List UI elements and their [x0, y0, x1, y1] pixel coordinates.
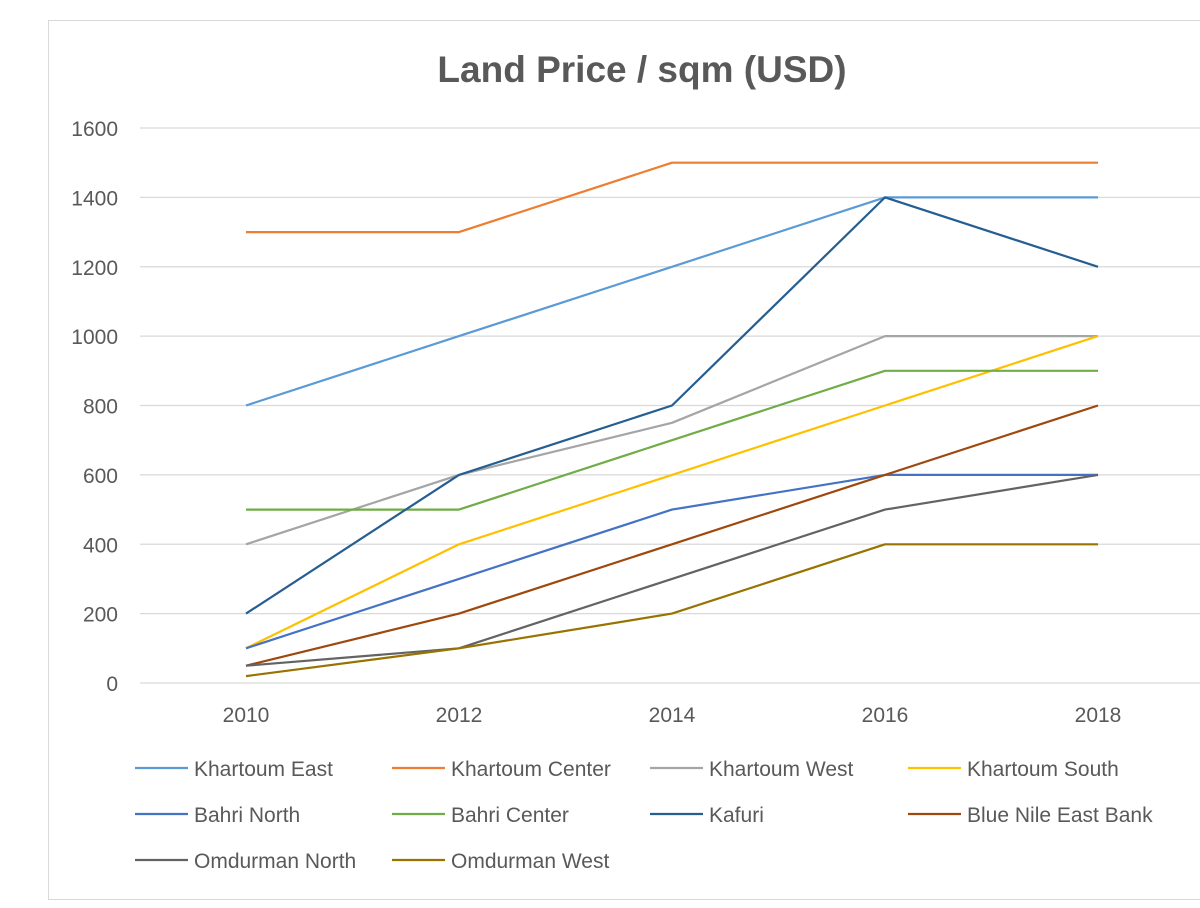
legend-entry: Khartoum South [908, 758, 1119, 781]
legend-label: Blue Nile East Bank [967, 804, 1153, 827]
legend-entry: Khartoum West [650, 758, 853, 781]
legend-label: Omdurman North [194, 850, 356, 873]
y-tick-label: 1200 [71, 257, 118, 280]
series-line-omdurman-west [245, 543, 1098, 678]
x-tick-label: 2012 [436, 704, 483, 727]
legend-label: Khartoum East [194, 758, 333, 781]
legend-entry: Blue Nile East Bank [908, 804, 1153, 827]
chart-title: Land Price / sqm (USD) [437, 49, 846, 90]
series-line-khartoum-west [245, 335, 1098, 546]
series-lines [245, 161, 1099, 678]
legend-entry: Omdurman North [135, 850, 356, 873]
y-tick-label: 1000 [71, 326, 118, 349]
series-line-khartoum-east [245, 196, 1098, 407]
y-tick-label: 0 [106, 673, 118, 696]
legend: Khartoum East Khartoum Center Khartoum Wes… [135, 758, 1153, 873]
series-line-khartoum-center [246, 161, 1098, 234]
legend-label: Khartoum South [967, 758, 1119, 781]
legend-entry: Khartoum Center [392, 758, 611, 781]
legend-label: Omdurman West [451, 850, 609, 873]
x-tick-label: 2014 [649, 704, 696, 727]
x-axis-ticks: 2010 2012 2014 2016 2018 [223, 704, 1122, 727]
x-tick-label: 2010 [223, 704, 270, 727]
y-tick-label: 1400 [71, 187, 118, 210]
y-tick-label: 400 [83, 534, 118, 557]
series-line-omdurman-north [245, 473, 1099, 667]
series-line-kafuri [245, 196, 1099, 615]
y-tick-label: 1600 [71, 118, 118, 141]
legend-entry: Bahri Center [392, 804, 569, 827]
legend-label: Bahri Center [451, 804, 569, 827]
legend-entry: Bahri North [135, 804, 300, 827]
x-tick-label: 2018 [1075, 704, 1122, 727]
series-line-bahri-center [246, 369, 1098, 511]
legend-label: Khartoum Center [451, 758, 611, 781]
legend-entry: Kafuri [650, 804, 764, 827]
series-line-khartoum-south [245, 335, 1099, 650]
legend-entry: Omdurman West [392, 850, 609, 873]
chart-frame [48, 20, 1200, 900]
legend-entry: Khartoum East [135, 758, 333, 781]
legend-label: Khartoum West [709, 758, 853, 781]
legend-label: Kafuri [709, 804, 764, 827]
x-tick-label: 2016 [862, 704, 909, 727]
series-line-blue-nile-east-bank [245, 404, 1099, 667]
y-tick-label: 200 [83, 604, 118, 627]
y-axis-ticks: 0 200 400 600 800 1000 1200 1400 1600 [71, 118, 118, 696]
series-line-bahri-north [245, 473, 1098, 650]
legend-label: Bahri North [194, 804, 300, 827]
y-tick-label: 800 [83, 396, 118, 419]
y-tick-label: 600 [83, 465, 118, 488]
